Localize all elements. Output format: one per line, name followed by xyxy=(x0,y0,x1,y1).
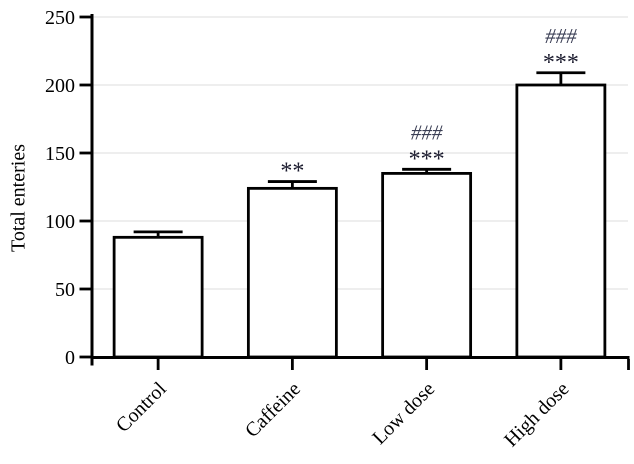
y-tick-label-150: 150 xyxy=(45,143,75,165)
bar-high-dose xyxy=(515,83,607,359)
x-tick-label-high-dose: High dose xyxy=(500,378,573,451)
significance-stars-low-dose: *** xyxy=(409,146,445,172)
x-tick-label-low-dose: Low dose xyxy=(368,378,439,449)
y-tick-label-250: 250 xyxy=(45,7,75,29)
bar-low-dose xyxy=(381,171,473,359)
y-tick-label-200: 200 xyxy=(45,75,75,97)
y-tick-label-100: 100 xyxy=(45,211,75,233)
bar-control xyxy=(112,235,204,359)
y-axis-title: Total enteries xyxy=(7,144,30,252)
y-tick-label-50: 50 xyxy=(55,279,75,301)
y-tick-label-0: 0 xyxy=(65,347,75,369)
bar-caffeine xyxy=(246,186,338,359)
significance-hashes-high-dose: ### xyxy=(545,24,577,48)
x-tick-label-caffeine: Caffeine xyxy=(241,378,305,442)
significance-stars-high-dose: *** xyxy=(543,50,579,76)
x-tick-label-control: Control xyxy=(112,378,171,437)
significance-stars-caffeine: ** xyxy=(280,159,304,185)
significance-hashes-low-dose: ### xyxy=(411,120,443,144)
